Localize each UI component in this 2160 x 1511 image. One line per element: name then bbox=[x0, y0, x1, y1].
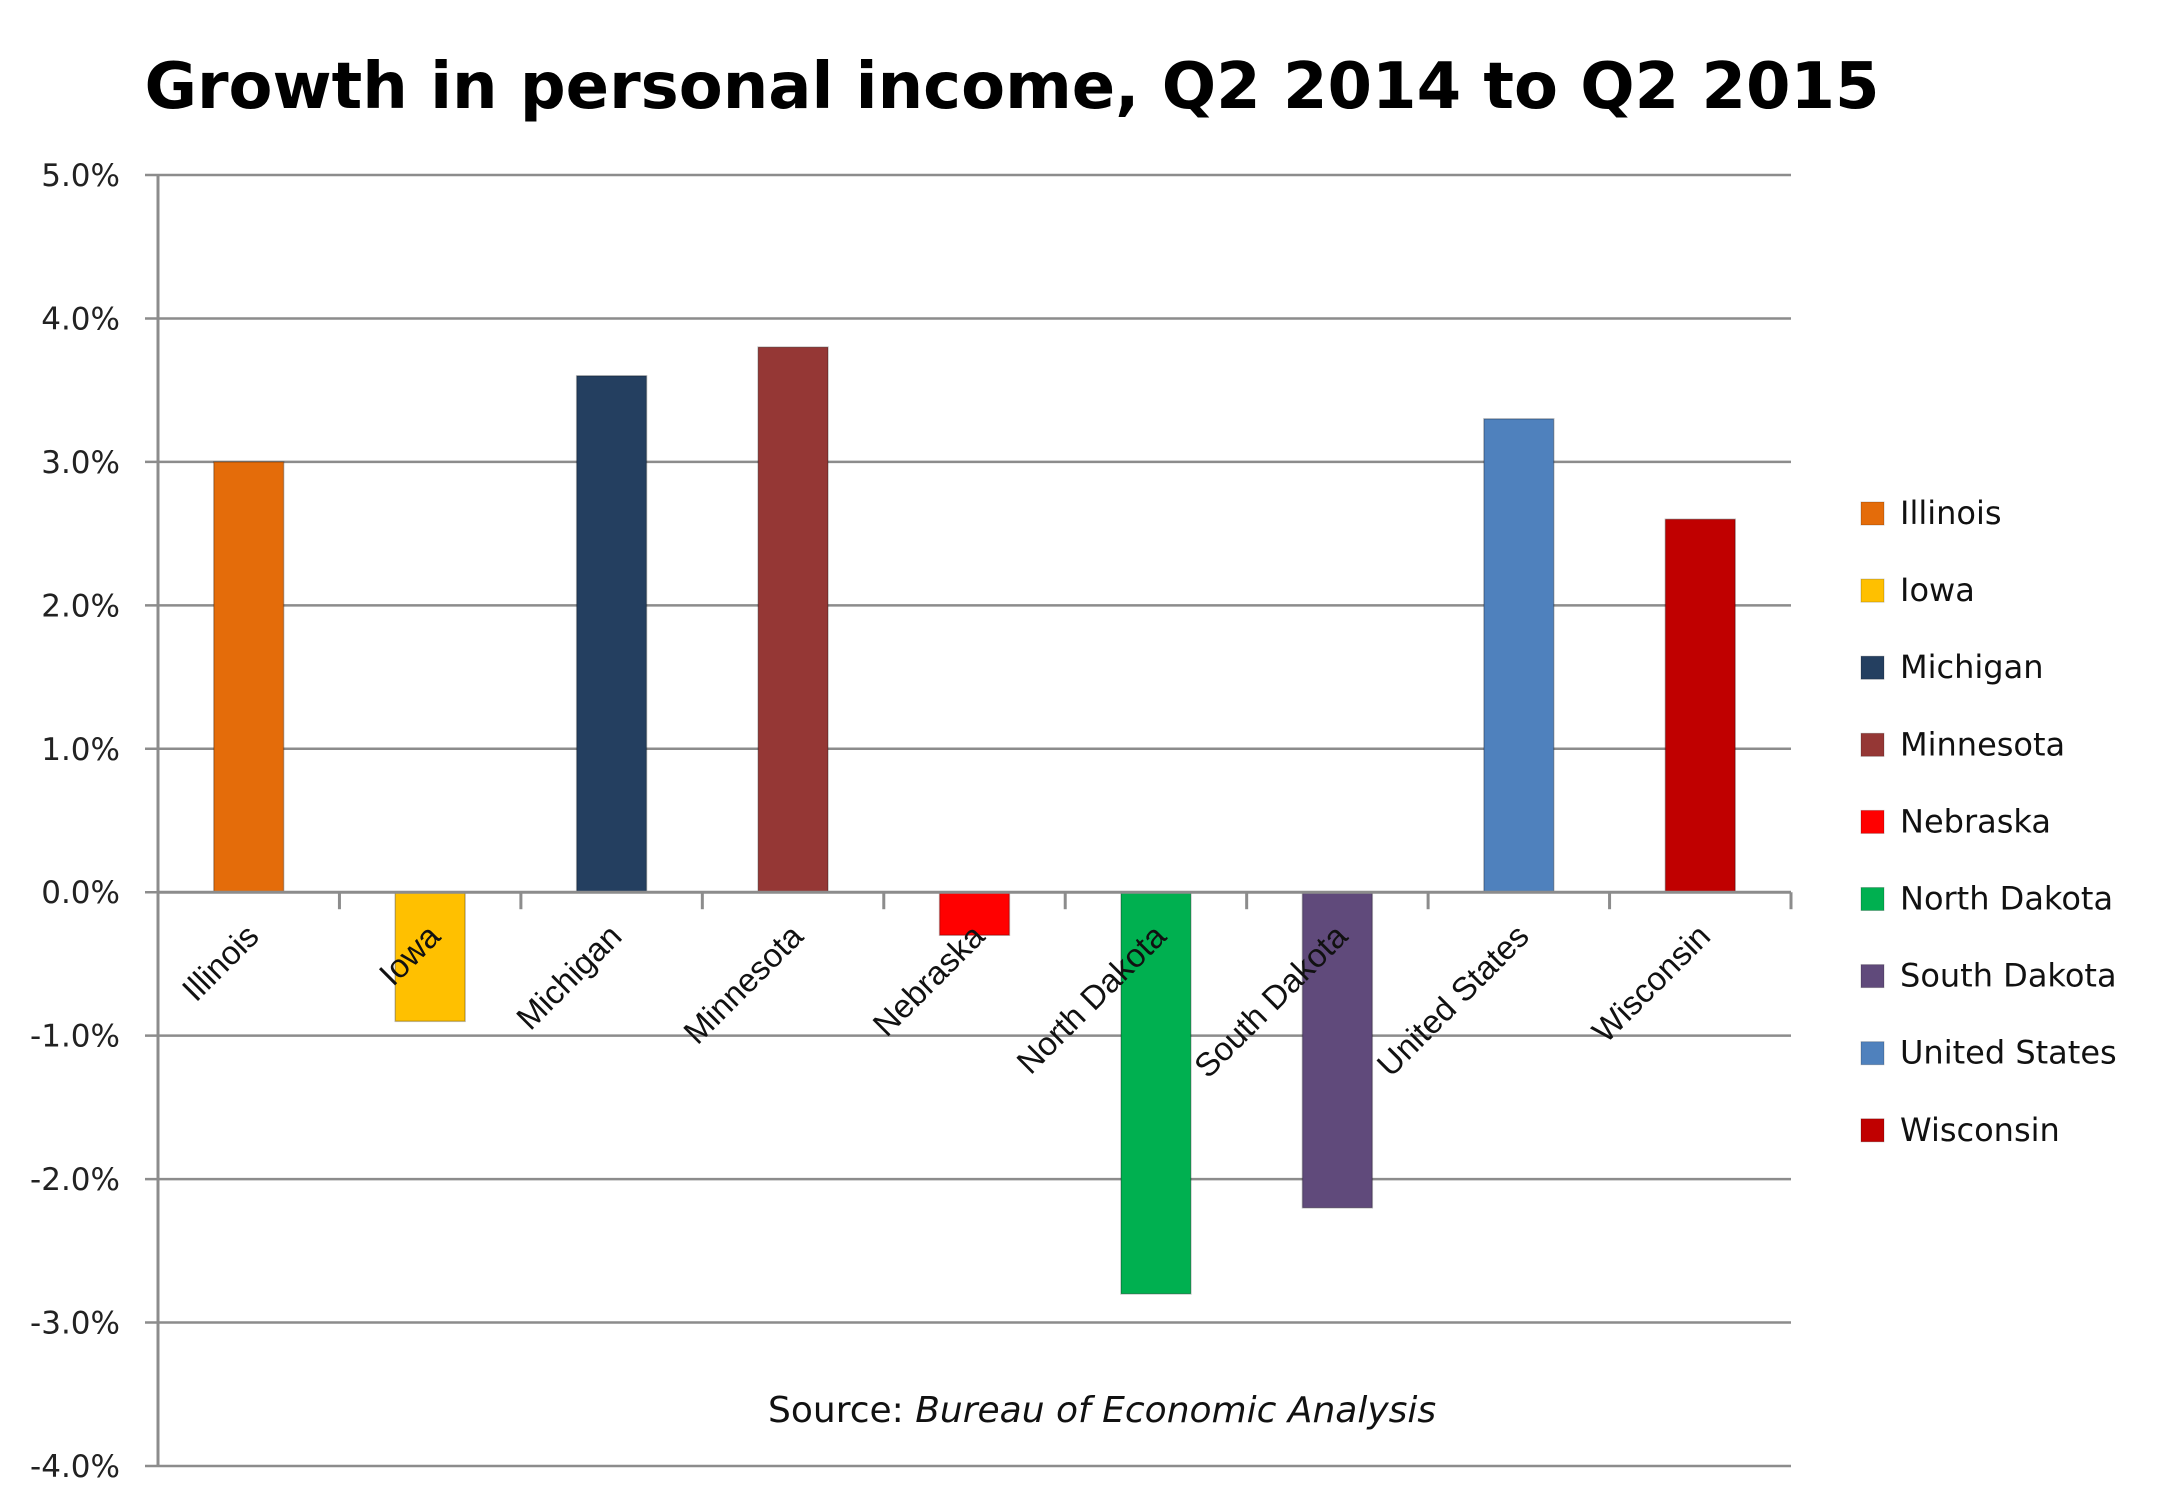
source-name: Bureau of Economic Analysis bbox=[915, 1390, 1436, 1431]
y-tick-label: 1.0% bbox=[41, 732, 120, 768]
bar-north-dakota bbox=[1120, 891, 1192, 1295]
legend-item: United States bbox=[1860, 1034, 2117, 1072]
y-tick-label: -4.0% bbox=[30, 1449, 120, 1485]
legend-label: Michigan bbox=[1900, 648, 2043, 686]
legend-label: Iowa bbox=[1900, 571, 1975, 609]
bar-minnesota bbox=[757, 346, 829, 893]
bar-iowa bbox=[394, 891, 466, 1023]
source-prefix: Source: bbox=[768, 1390, 915, 1431]
y-axis-tick-labels: 5.0% 4.0% 3.0% 2.0% 1.0% 0.0% -1.0% -2.0% -3.0% -… bbox=[30, 158, 120, 1485]
legend-label: Illinois bbox=[1900, 494, 2002, 532]
legend-item: South Dakota bbox=[1860, 957, 2117, 995]
y-tick-label: -1.0% bbox=[30, 1019, 120, 1055]
legend-item: Michigan bbox=[1860, 648, 2043, 686]
legend-label: Nebraska bbox=[1900, 802, 2051, 840]
source-annotation: Source: Bureau of Economic Analysis bbox=[768, 1390, 1436, 1431]
bar-michigan bbox=[575, 375, 648, 893]
legend-label: Minnesota bbox=[1900, 725, 2065, 763]
legend-label: South Dakota bbox=[1900, 957, 2117, 995]
legend: Illinois Iowa Michigan Minnesota Nebraska Nor… bbox=[1860, 494, 2117, 1149]
legend-swatch bbox=[1860, 732, 1885, 757]
y-tick-label: -2.0% bbox=[30, 1162, 120, 1198]
y-tick-label: -3.0% bbox=[30, 1306, 120, 1342]
y-tick-label: 3.0% bbox=[41, 445, 120, 481]
legend-label: North Dakota bbox=[1900, 880, 2113, 918]
legend-item: Wisconsin bbox=[1860, 1111, 2060, 1149]
y-tick-label: 4.0% bbox=[41, 301, 120, 337]
legend-swatch bbox=[1860, 809, 1885, 834]
bar-wisconsin bbox=[1664, 518, 1736, 893]
chart-title: Growth in personal income, Q2 2014 to Q2… bbox=[144, 50, 1879, 124]
legend-item: Iowa bbox=[1860, 571, 1975, 609]
legend-item: North Dakota bbox=[1860, 880, 2113, 918]
y-tick-label: 2.0% bbox=[41, 588, 120, 624]
bar-united-states bbox=[1483, 418, 1555, 893]
legend-swatch bbox=[1860, 655, 1885, 680]
legend-swatch bbox=[1860, 1118, 1885, 1143]
legend-swatch bbox=[1860, 578, 1885, 603]
legend-item: Illinois bbox=[1860, 494, 2002, 532]
legend-item: Minnesota bbox=[1860, 725, 2065, 763]
bar-south-dakota bbox=[1301, 891, 1374, 1209]
legend-label: Wisconsin bbox=[1900, 1111, 2060, 1149]
legend-item: Nebraska bbox=[1860, 802, 2051, 840]
bar-illinois bbox=[213, 461, 285, 893]
legend-swatch bbox=[1860, 501, 1885, 526]
axes bbox=[156, 175, 1793, 1466]
legend-swatch bbox=[1860, 964, 1885, 989]
legend-swatch bbox=[1860, 1041, 1885, 1066]
y-tick-label: 0.0% bbox=[41, 875, 120, 911]
legend-label: United States bbox=[1900, 1034, 2117, 1072]
legend-swatch bbox=[1860, 887, 1885, 911]
y-tick-label: 5.0% bbox=[41, 158, 120, 194]
